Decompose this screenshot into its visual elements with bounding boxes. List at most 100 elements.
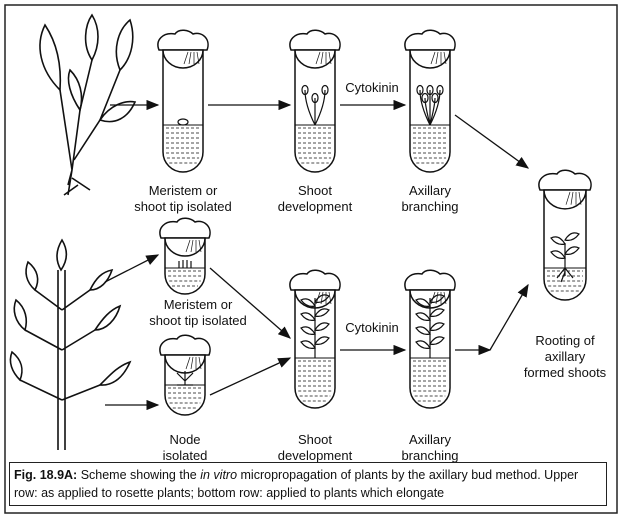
test-tube (538, 169, 592, 301)
hatch (328, 51, 332, 65)
hatch (198, 239, 202, 253)
hatch (320, 51, 324, 65)
leaf (415, 294, 445, 307)
label: branching (401, 199, 458, 214)
leaf (300, 294, 330, 307)
label: Shoot (298, 183, 332, 198)
test-tube (159, 217, 211, 295)
roots (556, 267, 574, 283)
cotton-plug (538, 169, 592, 191)
caption-label: Fig. 18.9A: (14, 468, 78, 482)
cotton-plug (159, 334, 211, 356)
hatch (185, 356, 191, 370)
label: Meristem or (164, 297, 233, 312)
leaf (550, 232, 580, 245)
tube-wall (409, 46, 451, 173)
leaf (300, 322, 330, 335)
frame (4, 4, 618, 514)
explant (301, 84, 329, 126)
caption: Fig. 18.9A: Scheme showing the in vitro … (9, 462, 607, 506)
hatch (443, 291, 447, 305)
explant (300, 294, 330, 358)
label: shoot tip isolated (149, 313, 247, 328)
tube-wall (543, 186, 587, 301)
tube-wall (162, 46, 204, 173)
hatch (570, 191, 574, 205)
caption-italic: in vitro (200, 468, 238, 482)
explant (416, 84, 444, 126)
label: axillary (545, 349, 586, 364)
hatch (565, 191, 571, 205)
leaf (300, 308, 330, 321)
hatch (196, 51, 200, 65)
label: Axillary (409, 183, 451, 198)
hatch (185, 239, 191, 253)
cotton-plug (289, 269, 341, 291)
tube-wall (164, 234, 206, 295)
leaf (415, 322, 445, 335)
hatch (183, 51, 189, 65)
cotton-plug (289, 29, 341, 51)
label: Axillary (409, 432, 451, 447)
shoot (311, 92, 319, 125)
leaf (300, 336, 330, 349)
test-tube (404, 269, 456, 409)
rosette-plant (39, 13, 137, 196)
label: shoot tip isolated (134, 199, 232, 214)
arrows (104, 99, 530, 411)
hatch (190, 239, 194, 253)
shoot (416, 84, 431, 126)
cotton-plug (404, 269, 456, 291)
elongate-plant (9, 238, 132, 450)
test-tube (289, 269, 341, 409)
tube-wall (294, 286, 336, 409)
label: Node (169, 432, 200, 447)
label: development (278, 199, 353, 214)
label: Rooting of (535, 333, 595, 348)
test-tube (157, 29, 209, 173)
plug-cap (409, 49, 451, 69)
leaf (415, 308, 445, 321)
label: Cytokinin (345, 80, 398, 95)
shoot (429, 92, 439, 126)
test-tube (404, 29, 456, 173)
hatch (578, 191, 582, 205)
tube-wall (294, 46, 336, 173)
label: formed shoots (524, 365, 607, 380)
label: isolated (163, 448, 208, 463)
hatch (328, 291, 332, 305)
tip (178, 260, 192, 268)
caption-text: micropropagation of plants by the axilla… (237, 468, 579, 482)
cotton-plug (157, 29, 209, 51)
hatch (315, 51, 321, 65)
leaf (415, 336, 445, 349)
plug-cap (543, 189, 587, 210)
plug-cap (164, 237, 206, 257)
explant (177, 118, 189, 126)
plug-cap (162, 49, 204, 69)
hatch (443, 51, 447, 65)
caption-text: Scheme showing the (77, 468, 201, 482)
hatch (435, 51, 439, 65)
shoot (429, 84, 444, 126)
hatch (188, 51, 192, 65)
label: Cytokinin (345, 320, 398, 335)
label: Meristem or (149, 183, 218, 198)
label: branching (401, 448, 458, 463)
caption-text: row: as applied to rosette plants; botto… (14, 486, 445, 500)
test-tube (289, 29, 341, 173)
tube-wall (164, 351, 206, 416)
hatch (190, 356, 194, 370)
explant (176, 371, 194, 386)
cotton-plug (404, 29, 456, 51)
shoot (314, 84, 329, 126)
explant (550, 232, 580, 283)
hatch (430, 51, 436, 65)
tube-wall (409, 286, 451, 409)
hatch (198, 356, 202, 370)
explant (178, 260, 192, 268)
shoot (301, 84, 316, 126)
test-tube (159, 334, 211, 416)
